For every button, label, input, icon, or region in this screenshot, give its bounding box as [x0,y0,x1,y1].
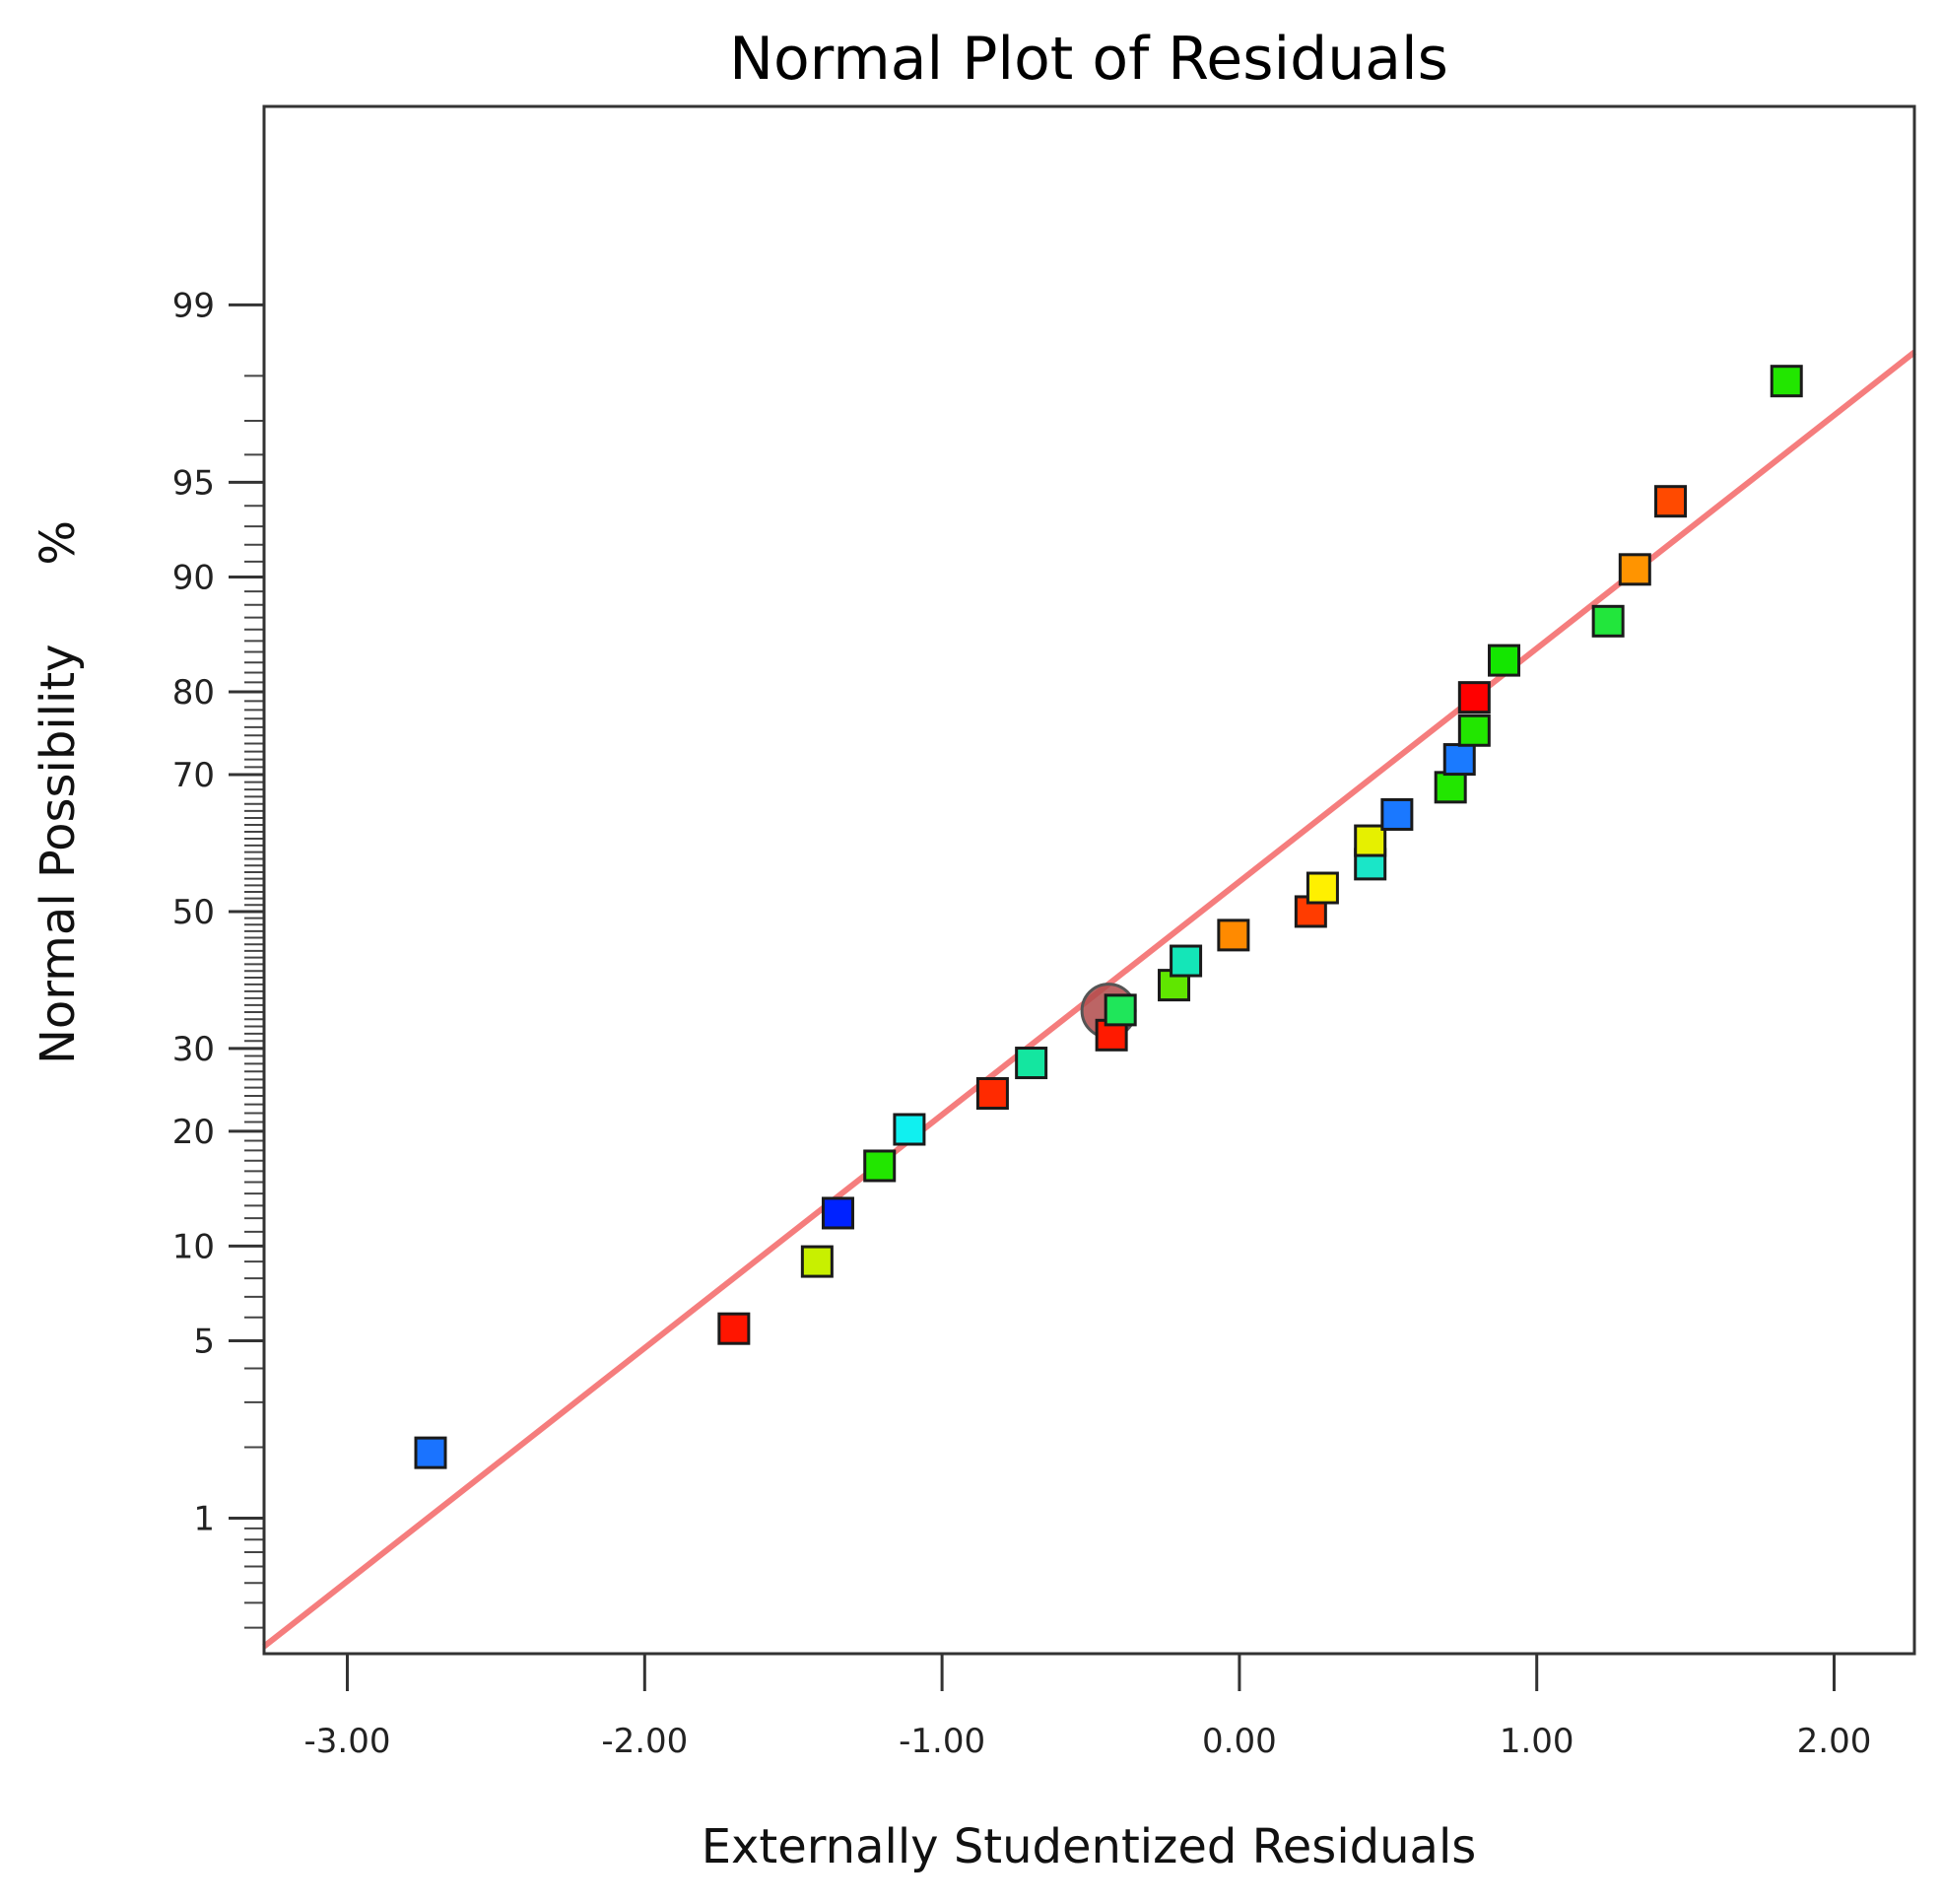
data-point [1457,714,1491,747]
data-point [1380,797,1414,831]
y-tick-label: 5 [193,1323,215,1362]
data-point [1306,871,1339,905]
x-tick-label: 1.00 [1500,1722,1574,1761]
data-point [1104,993,1137,1027]
data-point [414,1436,447,1469]
data-point [821,1196,854,1230]
data-point [1488,644,1521,677]
y-axis-title: Normal Possibility [31,644,86,1064]
y-tick-label: 70 [172,756,215,795]
y-tick-label: 30 [172,1030,215,1069]
data-point [1618,553,1651,586]
data-point [1442,743,1476,777]
x-tick-label: 0.00 [1202,1722,1277,1761]
data-point [1170,944,1203,978]
y-tick-label: 1 [193,1499,215,1538]
x-axis-ticks: -3.00 -2.00 -1.00 0.00 1.00 2.00 [304,1654,1872,1761]
data-points [414,365,1803,1469]
data-point [1434,771,1467,804]
x-tick-label: -3.00 [304,1722,391,1761]
x-axis-label: Externally Studentized Residuals [702,1819,1477,1874]
data-point [1354,824,1387,857]
x-tick-label: -2.00 [601,1722,688,1761]
x-tick-label: -1.00 [899,1722,985,1761]
data-point [863,1149,897,1183]
data-point [893,1113,926,1146]
data-point [1015,1047,1048,1080]
y-tick-label: 10 [172,1227,215,1266]
data-point [1591,604,1625,638]
y-tick-label: 99 [172,286,215,325]
data-point [975,1076,1009,1110]
data-point [1457,681,1491,714]
y-tick-label: 95 [172,463,215,503]
y-axis-ticks: 1 5 10 20 30 50 70 80 90 95 99 [172,286,264,1538]
data-point [800,1245,834,1278]
y-tick-label: 90 [172,558,215,597]
y-axis-label: Normal Possibility [31,644,86,1064]
data-point [1770,365,1803,398]
y-tick-label: 20 [172,1113,215,1152]
x-tick-label: 2.00 [1797,1722,1872,1761]
y-axis-unit: % [31,520,86,566]
data-point [717,1312,751,1345]
chart-title: Normal Plot of Residuals [729,25,1448,94]
y-axis-percent-sign: % [31,520,86,566]
plot-area [262,104,1916,1656]
y-minor-ticks [244,374,264,1629]
data-point [1217,918,1250,952]
data-point [1654,485,1688,518]
y-tick-label: 50 [172,893,215,932]
y-tick-label: 80 [172,673,215,713]
